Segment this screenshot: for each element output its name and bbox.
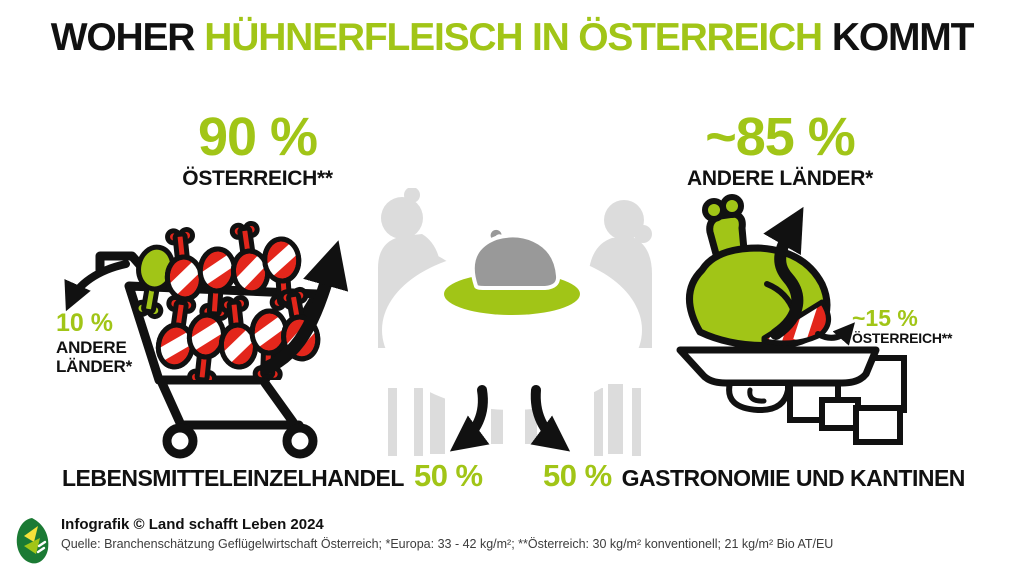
dining-table-illustration bbox=[378, 188, 652, 456]
arrow-gastro-domestic bbox=[815, 322, 855, 346]
title-highlight: HÜHNERFLEISCH IN ÖSTERREICH bbox=[204, 16, 823, 59]
retail-import-value: 10 % bbox=[56, 309, 113, 337]
gastronomy-import-stat: ~85 % ANDERE LÄNDER* bbox=[655, 110, 905, 191]
gastronomy-channel-share: 50 % bbox=[543, 458, 612, 493]
gastronomy-domestic-value: ~15 % bbox=[852, 305, 918, 331]
arrow-to-gastronomy bbox=[530, 385, 571, 452]
retail-channel-row: LEBENSMITTELEINZELHANDEL 50 % bbox=[62, 458, 483, 494]
retail-domestic-label: ÖSTERREICH** bbox=[182, 167, 333, 190]
shopping-cart-illustration bbox=[64, 186, 349, 459]
gastronomy-import-label: ANDERE LÄNDER* bbox=[687, 167, 873, 190]
footer: Infografik © Land schafft Leben 2024 Que… bbox=[12, 516, 833, 566]
arrow-retail-import bbox=[64, 260, 130, 312]
retail-import-label-line1: ANDERE bbox=[56, 337, 127, 357]
title-suffix: KOMMT bbox=[831, 16, 975, 59]
cart-wheel-left bbox=[162, 423, 198, 459]
title-prefix: WOHER bbox=[50, 16, 196, 59]
retail-domestic-value: 90 % bbox=[197, 107, 318, 167]
gastronomy-channel-row: 50 % GASTRONOMIE UND KANTINEN bbox=[543, 458, 965, 494]
retail-import-stat: 10 % ANDERE LÄNDER* bbox=[56, 309, 133, 376]
serving-hand-illustration bbox=[676, 194, 907, 445]
arrow-retail-domestic bbox=[259, 240, 349, 375]
gastronomy-channel-label: GASTRONOMIE UND KANTINEN bbox=[621, 465, 966, 491]
serving-tray-icon bbox=[676, 346, 880, 387]
footer-text: Infografik © Land schafft Leben 2024 Que… bbox=[61, 516, 833, 551]
arrow-to-retail bbox=[449, 385, 490, 452]
retail-import-label-line2: LÄNDER* bbox=[56, 356, 133, 376]
arrow-gastro-import bbox=[763, 206, 804, 340]
page-title: WOHER HÜHNERFLEISCH IN ÖSTERREICH KOMMT bbox=[0, 16, 1024, 60]
retail-channel-share: 50 % bbox=[413, 458, 483, 493]
cart-frame bbox=[157, 378, 304, 430]
roast-chicken-icon bbox=[470, 226, 561, 290]
gastronomy-import-value: ~85 % bbox=[705, 107, 856, 167]
hand-icon bbox=[726, 380, 791, 414]
cart-wheel-right bbox=[282, 423, 318, 459]
gastronomy-domestic-label: ÖSTERREICH** bbox=[852, 330, 953, 347]
gastronomy-domestic-stat: ~15 % ÖSTERREICH** bbox=[852, 305, 953, 347]
land-schafft-leben-logo bbox=[16, 518, 49, 564]
retail-domestic-stat: 90 % ÖSTERREICH** bbox=[150, 110, 365, 191]
footer-credit: Infografik © Land schafft Leben 2024 bbox=[61, 516, 324, 533]
retail-channel-label: LEBENSMITTELEINZELHANDEL bbox=[62, 465, 404, 491]
footer-source: Quelle: Branchenschätzung Geflügelwirtsc… bbox=[61, 536, 834, 551]
